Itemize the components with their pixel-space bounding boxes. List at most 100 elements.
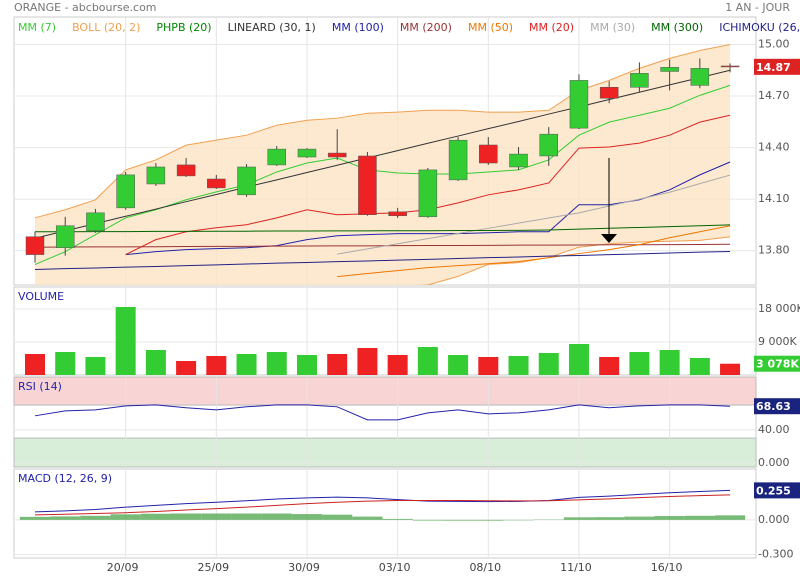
histogram-bar xyxy=(684,515,715,520)
indicator-line xyxy=(34,404,731,421)
legend-entry: ICHIMOKU (26, 9 xyxy=(719,21,800,34)
volume-bar xyxy=(25,354,45,375)
band-lower xyxy=(419,236,731,285)
volume-bar xyxy=(206,355,227,375)
legend-entry: MM (200) xyxy=(400,21,452,34)
x-tick-label: 25/09 xyxy=(197,561,229,574)
last-value-box xyxy=(754,58,800,75)
candle-body xyxy=(116,174,135,209)
volume-bar xyxy=(448,354,469,375)
y-tick-label: -0.300 xyxy=(758,548,793,561)
y-tick-label: 9 000K xyxy=(758,335,797,348)
volume-bar xyxy=(236,354,257,375)
y-tick-label: 18 000K xyxy=(758,302,800,315)
panel-title: MACD (12, 26, 9) xyxy=(18,472,112,485)
candle-body xyxy=(569,80,589,129)
last-value-box xyxy=(754,482,800,499)
histogram-bar xyxy=(170,513,202,520)
legend-entry: LINEARD (30, 1) xyxy=(228,21,316,34)
candle-body xyxy=(630,73,649,88)
histogram-bar xyxy=(412,519,443,521)
overlay-line xyxy=(34,84,731,266)
panel-title: VOLUME xyxy=(18,290,64,303)
x-tick-label: 30/09 xyxy=(288,561,320,574)
histogram-bar xyxy=(594,517,625,520)
x-tick-label: 20/09 xyxy=(107,561,139,574)
panels: 15.00 14.70 14.40 14.10 13.80 MM (7) BOLL (20,… xyxy=(13,16,800,574)
indicator-line xyxy=(34,494,731,516)
candle-body xyxy=(267,148,287,166)
histogram-bar xyxy=(654,516,685,520)
histogram-bar xyxy=(50,516,81,520)
overlay-line xyxy=(35,224,731,233)
volume-bar xyxy=(599,357,620,375)
volume-bar xyxy=(659,350,680,375)
candle-body xyxy=(146,166,166,185)
candle-body xyxy=(479,144,498,164)
volume-bar xyxy=(357,347,378,375)
volume-bar xyxy=(55,351,76,375)
candle-body xyxy=(86,212,105,231)
last-value-box xyxy=(754,398,800,415)
volume-bar xyxy=(145,350,166,375)
volume-bar xyxy=(296,354,317,375)
histogram-bar xyxy=(110,514,141,520)
volume-bar xyxy=(508,355,529,375)
overlay-line xyxy=(34,243,731,248)
candle-body xyxy=(660,67,679,72)
last-value-label: 3 078K xyxy=(756,358,799,371)
candle-body xyxy=(358,155,377,215)
y-tick-label: 14.10 xyxy=(758,192,790,205)
period: 1 AN - JOUR xyxy=(725,1,790,14)
histogram-bar xyxy=(714,515,746,520)
x-tick-label: 03/10 xyxy=(379,561,411,574)
last-value-label: 14.87 xyxy=(756,61,791,74)
x-tick-label: 16/10 xyxy=(651,561,683,574)
legend-entry: MM (100) xyxy=(332,21,384,34)
candle-body xyxy=(720,65,740,68)
candle-body xyxy=(418,169,438,218)
volume-bar xyxy=(629,351,650,375)
zone xyxy=(13,376,757,406)
histogram-bar xyxy=(352,516,383,520)
candle-body xyxy=(539,133,558,157)
candle-body xyxy=(207,178,226,189)
volume-bar xyxy=(387,354,408,375)
y-tick-label: 13.80 xyxy=(758,244,790,257)
candle-body xyxy=(55,225,75,248)
volume-bar xyxy=(568,343,589,375)
panel-title: RSI (14) xyxy=(18,380,62,393)
legend-entry: BOLL (20, 2) xyxy=(72,21,140,34)
overlay-line xyxy=(337,174,731,255)
y-tick-label: 14.40 xyxy=(758,141,790,154)
x-tick-label: 08/10 xyxy=(469,561,501,574)
candle-body xyxy=(509,153,528,168)
histogram-bar xyxy=(382,518,413,520)
histogram-bar xyxy=(201,513,232,520)
volume-bar xyxy=(327,354,348,375)
y-tick-label: 0.000 xyxy=(758,513,790,526)
histogram-bar xyxy=(322,514,353,520)
histogram-bar xyxy=(140,513,171,520)
y-tick-label: 14.70 xyxy=(758,89,790,102)
histogram-bar xyxy=(261,513,292,520)
candle-body xyxy=(388,211,407,217)
band-upper xyxy=(34,43,731,219)
volume-bar xyxy=(176,361,197,375)
candle-body xyxy=(176,164,196,177)
volume-bar xyxy=(85,357,106,375)
zone xyxy=(13,437,757,468)
y-tick-label: 40.00 xyxy=(758,423,790,436)
candle-body xyxy=(327,152,347,158)
legend-entry: MM (30) xyxy=(590,21,635,34)
legend-entry: PHPB (20) xyxy=(156,21,211,34)
candle-body xyxy=(690,68,710,86)
volume-bar xyxy=(478,357,499,375)
volume-bar xyxy=(115,307,136,375)
volume-bar xyxy=(720,363,741,375)
histogram-bar xyxy=(291,514,323,520)
volume-bar xyxy=(417,347,438,375)
last-value-box xyxy=(754,355,800,372)
histogram-bar xyxy=(231,513,262,520)
